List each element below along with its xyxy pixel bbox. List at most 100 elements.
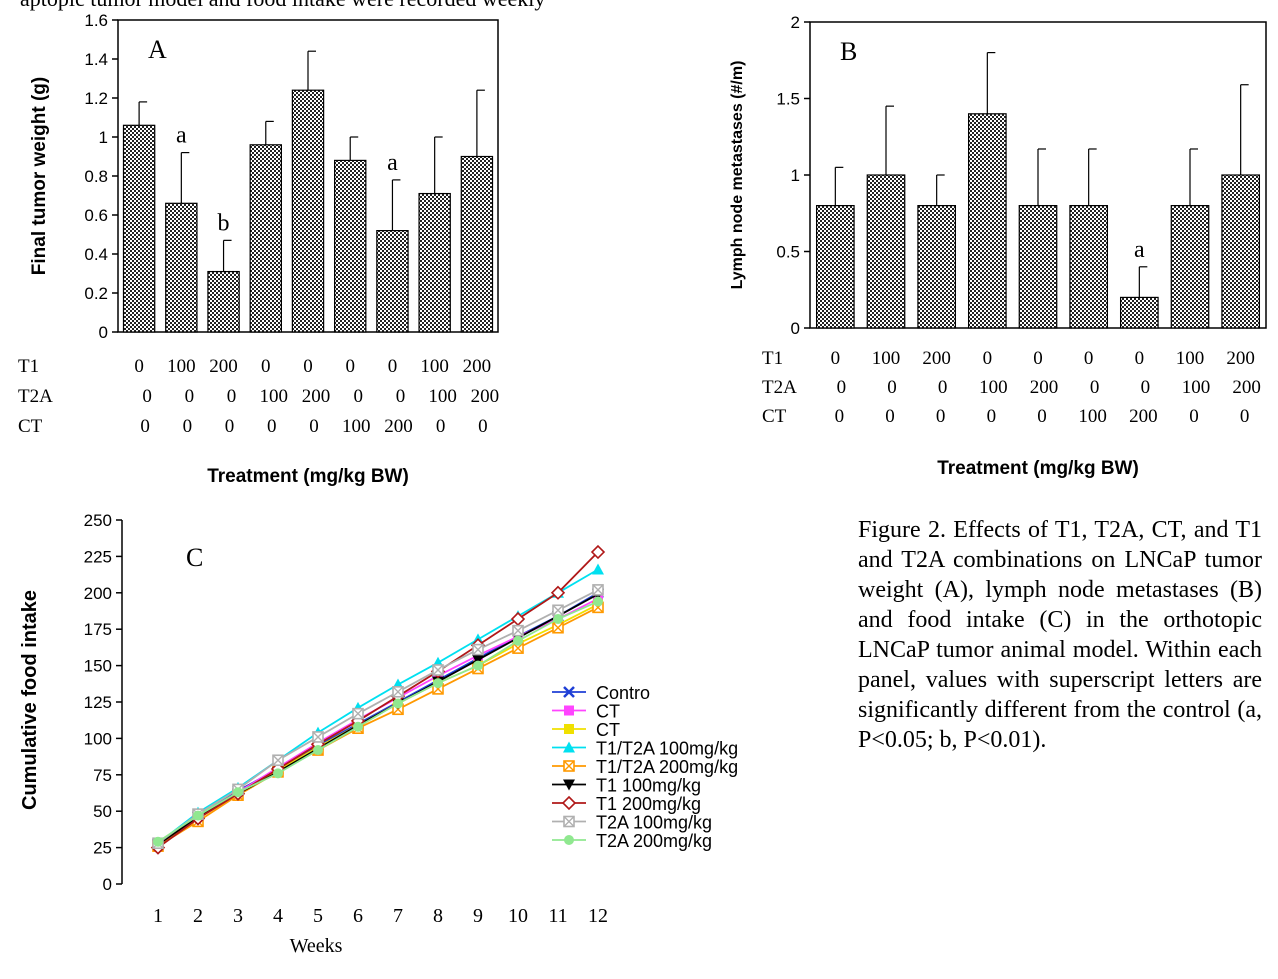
treatment-dose: 200 <box>1226 348 1255 369</box>
y-axis-label: Cumulative food intake <box>19 590 41 810</box>
x-tick-label: 2 <box>193 905 203 927</box>
bar <box>249 144 282 333</box>
significance-label: b <box>218 210 230 236</box>
treatment-dose: 0 <box>1084 348 1094 369</box>
y-tick-label: 25 <box>93 839 112 858</box>
y-tick-label: 1.5 <box>776 90 800 109</box>
y-tick-label: 125 <box>84 693 112 712</box>
treatment-dose: 0 <box>142 386 152 407</box>
data-point <box>563 686 575 698</box>
treatment-dose: 0 <box>938 377 948 398</box>
y-tick-label: 175 <box>84 620 112 639</box>
significance-label: a <box>387 150 398 176</box>
x-axis-label: Weeks <box>290 935 343 957</box>
data-point-cross <box>592 584 604 596</box>
data-point-cross <box>552 622 564 634</box>
treatment-dose: 100 <box>420 356 449 377</box>
treatment-dose: 0 <box>1141 377 1151 398</box>
y-tick-label: 50 <box>93 802 112 821</box>
bar <box>1170 205 1210 329</box>
data-point <box>564 835 574 845</box>
bar <box>165 202 198 333</box>
series-line <box>157 568 599 844</box>
data-point-cross <box>352 708 364 720</box>
data-point-cross <box>563 816 575 827</box>
y-tick-label: 1.4 <box>84 50 108 69</box>
treatment-row-name: CT <box>18 416 43 437</box>
treatment-dose: 100 <box>1176 348 1205 369</box>
y-tick-label: 0 <box>99 323 108 342</box>
data-point-cross <box>472 644 484 656</box>
figure-caption: Figure 2. Effects of T1, T2A, CT, and T1… <box>858 517 1262 753</box>
legend-entry: T1/T2A 100mg/kg <box>596 739 738 759</box>
y-tick-label: 0 <box>103 875 112 894</box>
bar <box>1221 174 1261 329</box>
series-line <box>157 600 599 843</box>
treatment-dose: 100 <box>1078 406 1107 427</box>
legend-entry: T1/T2A 200mg/kg <box>596 757 738 777</box>
significance-label: a <box>176 123 187 149</box>
treatment-dose: 0 <box>225 416 235 437</box>
data-point <box>273 768 283 779</box>
bar <box>418 192 451 333</box>
panel-label: C <box>186 543 203 572</box>
x-axis-label: Treatment (mg/kg BW) <box>937 458 1139 479</box>
treatment-dose: 200 <box>471 386 500 407</box>
treatment-dose: 200 <box>302 386 331 407</box>
data-point <box>510 611 526 627</box>
y-tick-label: 150 <box>84 657 112 676</box>
data-point <box>193 810 203 821</box>
data-point <box>561 795 577 811</box>
y-tick-label: 1 <box>791 166 800 185</box>
y-tick-label: 2 <box>791 13 800 32</box>
treatment-dose: 100 <box>342 416 371 437</box>
treatment-dose: 200 <box>463 356 492 377</box>
series-3: CT <box>153 599 620 850</box>
series-line <box>157 597 599 846</box>
treatment-dose: 0 <box>936 406 946 427</box>
treatment-dose: 0 <box>1189 406 1199 427</box>
data-point-cross <box>552 604 564 616</box>
treatment-dose: 0 <box>267 416 277 437</box>
series-8: T2A 100mg/kg <box>152 584 712 850</box>
data-point <box>513 635 523 646</box>
data-point <box>550 585 566 600</box>
y-tick-label: 250 <box>84 511 112 530</box>
bar <box>1119 296 1159 329</box>
data-point <box>153 836 163 847</box>
series-9: T2A 200mg/kg <box>153 596 712 851</box>
treatment-row-name: CT <box>762 406 787 427</box>
treatment-dose: 0 <box>983 348 993 369</box>
bar <box>1018 205 1058 329</box>
bar <box>334 159 367 333</box>
data-point <box>563 741 575 753</box>
panel-label: A <box>148 35 167 64</box>
data-point <box>564 724 574 734</box>
treatment-dose: 200 <box>1030 377 1059 398</box>
treatment-dose: 0 <box>835 406 845 427</box>
legend-entry: T2A 100mg/kg <box>596 813 712 833</box>
x-tick-label: 5 <box>313 905 323 927</box>
data-point-cross <box>512 642 524 654</box>
x-tick-label: 4 <box>273 905 283 927</box>
data-point <box>393 698 403 709</box>
clipped-top-text: aptopic tumor model and food intake were… <box>20 0 545 12</box>
y-tick-label: 1 <box>99 128 108 147</box>
x-tick-label: 9 <box>473 905 483 927</box>
series-line <box>157 551 599 849</box>
treatment-dose: 0 <box>478 416 488 437</box>
treatment-dose: 100 <box>167 356 196 377</box>
x-tick-label: 1 <box>153 905 163 927</box>
treatment-dose: 0 <box>1033 348 1043 369</box>
treatment-dose: 0 <box>436 416 446 437</box>
data-point <box>473 660 483 671</box>
data-point <box>313 745 323 756</box>
treatment-dose: 0 <box>1037 406 1047 427</box>
legend-entry: Contro <box>596 683 650 703</box>
bar <box>1069 205 1109 329</box>
treatment-dose: 0 <box>183 416 193 437</box>
legend-entry: CT <box>596 702 620 722</box>
y-tick-label: 75 <box>93 766 112 785</box>
y-tick-label: 0.8 <box>84 167 108 186</box>
